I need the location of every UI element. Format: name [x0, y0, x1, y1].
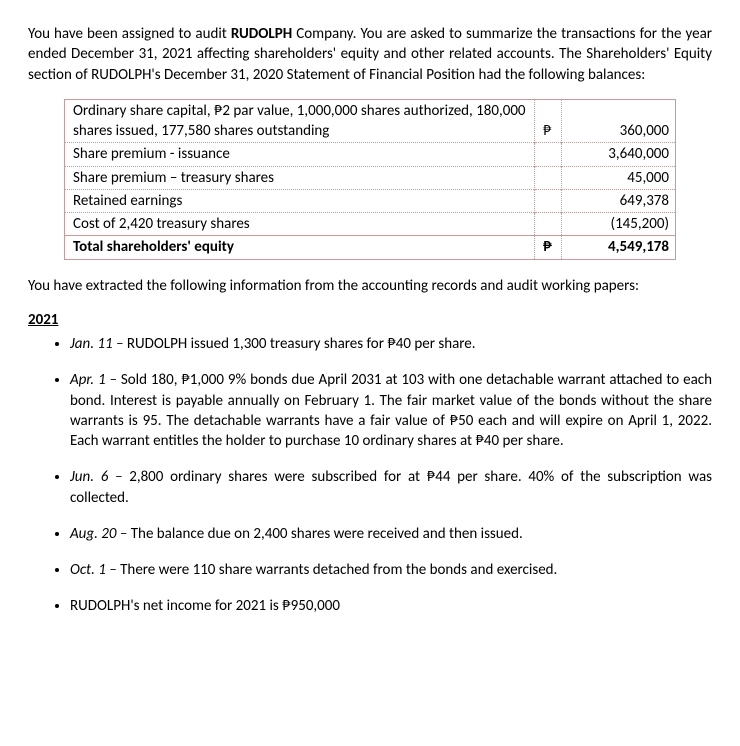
list-item: Oct. 1 – There were 110 share warrants d…: [70, 560, 712, 580]
currency-cell: [535, 189, 562, 212]
currency-cell: [535, 143, 562, 166]
equity-desc: Cost of 2,420 treasury shares: [65, 213, 535, 236]
currency-cell: ₱: [535, 236, 562, 259]
equity-desc: Ordinary share capital, ₱2 par value, 1,…: [65, 99, 535, 143]
event-text: Sold 180, ₱1,000 9% bonds due April 2031…: [70, 371, 712, 450]
event-date: Aug. 20 –: [70, 525, 131, 543]
table-row: Share premium - issuance 3,640,000: [65, 143, 676, 166]
event-text: The balance due on 2,400 shares were rec…: [131, 525, 523, 543]
intro-paragraph: You have been assigned to audit RUDOLPH …: [28, 24, 712, 85]
equity-desc: Retained earnings: [65, 189, 535, 212]
list-item: Aug. 20 – The balance due on 2,400 share…: [70, 524, 712, 544]
equity-desc: Share premium - issuance: [65, 143, 535, 166]
events-list: Jan. 11 – RUDOLPH issued 1,300 treasury …: [28, 334, 712, 617]
year-heading: 2021: [28, 310, 712, 330]
equity-desc: Total shareholders' equity: [65, 236, 535, 259]
table-row-total: Total shareholders' equity ₱ 4,549,178: [65, 236, 676, 259]
amount-cell: 4,549,178: [561, 236, 675, 259]
event-date: Oct. 1 –: [70, 561, 120, 579]
currency-cell: [535, 213, 562, 236]
event-date: Jan. 11 –: [70, 335, 127, 353]
intro-part1: You have been assigned to audit: [28, 25, 231, 43]
list-item: Jun. 6 – 2,800 ordinary shares were subs…: [70, 467, 712, 508]
event-date: Jun. 6 –: [70, 468, 129, 486]
equity-desc: Share premium – treasury shares: [65, 166, 535, 189]
event-text: 2,800 ordinary shares were subscribed fo…: [70, 468, 712, 506]
event-text: RUDOLPH issued 1,300 treasury shares for…: [127, 335, 476, 353]
table-row: Cost of 2,420 treasury shares (145,200): [65, 213, 676, 236]
event-date: Apr. 1 –: [70, 371, 121, 389]
amount-cell: 45,000: [561, 166, 675, 189]
table-row: Ordinary share capital, ₱2 par value, 1,…: [65, 99, 676, 143]
list-item: Jan. 11 – RUDOLPH issued 1,300 treasury …: [70, 334, 712, 354]
between-paragraph: You have extracted the following informa…: [28, 276, 712, 296]
table-row: Retained earnings 649,378: [65, 189, 676, 212]
list-item: Apr. 1 – Sold 180, ₱1,000 9% bonds due A…: [70, 370, 712, 451]
amount-cell: (145,200): [561, 213, 675, 236]
table-row: Share premium – treasury shares 45,000: [65, 166, 676, 189]
amount-cell: 3,640,000: [561, 143, 675, 166]
amount-cell: 360,000: [561, 99, 675, 143]
amount-cell: 649,378: [561, 189, 675, 212]
company-name: RUDOLPH: [231, 25, 292, 43]
list-item: RUDOLPH's net income for 2021 is ₱950,00…: [70, 596, 712, 616]
currency-cell: ₱: [535, 99, 562, 143]
currency-cell: [535, 166, 562, 189]
equity-table: Ordinary share capital, ₱2 par value, 1,…: [64, 99, 676, 260]
event-text: RUDOLPH's net income for 2021 is ₱950,00…: [70, 597, 340, 615]
event-text: There were 110 share warrants detached f…: [120, 561, 557, 579]
